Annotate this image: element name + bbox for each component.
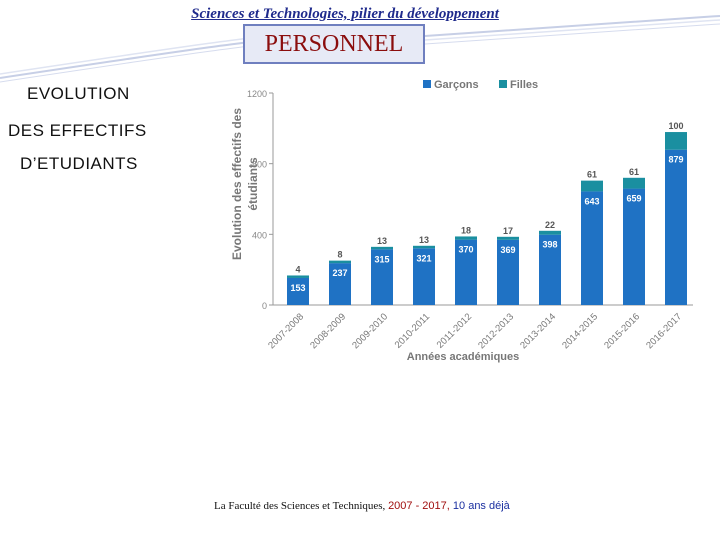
data-label-filles: 22 [545, 220, 555, 230]
bar-filles [413, 245, 435, 249]
bar-filles [665, 132, 687, 150]
footer-years: 2007 - 2017, [388, 500, 453, 512]
x-tick-label: 2016-2017 [644, 311, 684, 351]
x-tick-label: 2007-2008 [266, 311, 306, 351]
legend-label-garcons: Garçons [434, 79, 479, 91]
bar-garcons [539, 234, 561, 305]
x-tick-label: 2011-2012 [435, 311, 474, 350]
bar-garcons [413, 248, 435, 305]
bar-garcons [665, 149, 687, 305]
side-text-line-3: D’ETUDIANTS [20, 154, 138, 173]
x-tick-label: 2009-2010 [350, 311, 390, 351]
data-label-filles: 61 [629, 167, 639, 177]
bar-filles [581, 180, 603, 192]
x-tick-label: 2015-2016 [602, 311, 642, 351]
x-axis-label: Années académiques [407, 351, 520, 363]
y-axis-label-line-2: étudiants [246, 157, 260, 211]
legend-swatch-filles [499, 80, 507, 88]
data-label-garcons: 659 [626, 194, 641, 204]
x-tick-label: 2014-2015 [560, 311, 600, 351]
legend-label-filles: Filles [510, 79, 538, 91]
bar-filles [623, 177, 645, 189]
bar-filles [329, 260, 351, 264]
side-text-line-1: EVOLUTION [27, 84, 130, 103]
bar-garcons [623, 188, 645, 305]
data-label-garcons: 879 [668, 155, 683, 165]
data-label-filles: 61 [587, 170, 597, 180]
header-title: Sciences et Technologies, pilier du déve… [191, 6, 499, 22]
bar-filles [287, 275, 309, 278]
footer-label: La Faculté des Sciences et Techniques, [214, 500, 389, 512]
legend-swatch-garcons [423, 80, 431, 88]
footer-text: La Faculté des Sciences et Techniques, 2… [214, 500, 534, 512]
data-label-garcons: 369 [500, 245, 515, 255]
bar-filles [371, 246, 393, 250]
bar-garcons [581, 191, 603, 305]
data-label-filles: 17 [503, 226, 513, 236]
y-tick-label: 1200 [247, 89, 267, 99]
x-tick-label: 2010-2011 [393, 311, 432, 350]
bar-filles [497, 236, 519, 240]
bar-garcons [329, 263, 351, 305]
bar-garcons [371, 249, 393, 305]
bar-filles [455, 236, 477, 240]
data-label-garcons: 643 [584, 196, 599, 206]
data-label-garcons: 398 [542, 240, 557, 250]
section-title: PERSONNEL [243, 24, 425, 64]
data-label-filles: 8 [337, 250, 342, 260]
x-tick-label: 2012-2013 [476, 311, 516, 351]
data-label-filles: 13 [377, 236, 387, 246]
data-label-filles: 18 [461, 225, 471, 235]
y-axis-label-line-1: Evolution des effectifs des [230, 108, 244, 260]
x-tick-label: 2008-2009 [308, 311, 348, 351]
data-label-filles: 100 [668, 121, 683, 131]
bar-garcons [455, 239, 477, 305]
y-tick-label: 400 [252, 230, 267, 240]
data-label-filles: 13 [419, 235, 429, 245]
x-tick-label: 2013-2014 [518, 311, 558, 351]
footer-duration: 10 ans déjà [452, 500, 510, 512]
data-label-garcons: 153 [290, 283, 305, 293]
data-label-filles: 4 [295, 264, 300, 274]
bar-garcons [497, 239, 519, 305]
data-label-garcons: 321 [416, 253, 431, 263]
y-tick-label: 800 [252, 160, 267, 170]
data-label-garcons: 315 [374, 254, 389, 264]
side-text-line-2: DES EFFECTIFS [8, 121, 147, 140]
y-tick-label: 0 [262, 301, 267, 311]
data-label-garcons: 237 [332, 268, 347, 278]
bar-garcons [287, 277, 309, 305]
data-label-garcons: 370 [458, 245, 473, 255]
bar-filles [539, 230, 561, 235]
